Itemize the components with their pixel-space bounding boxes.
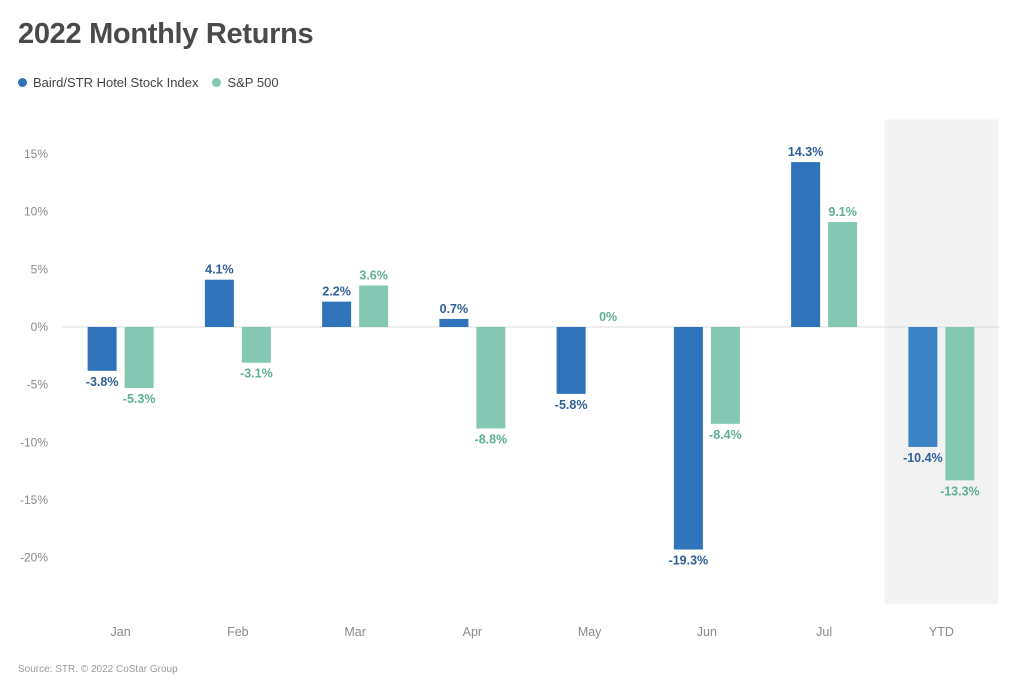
legend-swatch-baird [18,78,27,87]
x-tick-label: Jun [697,625,717,639]
bar-baird-apr [439,318,469,327]
data-label-baird-ytd: -10.4% [903,451,943,465]
data-label-baird-apr: 0.7% [440,302,469,316]
bar-baird-jun [673,327,703,550]
data-label-sp500-jul: 9.1% [828,205,857,219]
y-tick-label: 0% [31,320,49,334]
bar-baird-may [556,327,586,394]
data-label-baird-jul: 14.3% [788,145,823,159]
legend-label-sp500: S&P 500 [227,75,279,90]
legend-label-baird: Baird/STR Hotel Stock Index [33,75,199,90]
legend: Baird/STR Hotel Stock Index S&P 500 [18,75,293,90]
bar-sp500-mar [359,285,389,327]
y-tick-label: -10% [20,435,48,449]
source-note: Source: STR. © 2022 CoStar Group [18,664,178,675]
y-tick-label: 5% [31,262,49,276]
data-label-sp500-may: 0% [599,310,617,324]
ytd-highlight-band [884,119,998,604]
bar-baird-jul [791,162,821,327]
y-tick-label: -5% [27,378,49,392]
data-label-sp500-mar: 3.6% [359,268,388,282]
x-tick-label: May [578,625,602,639]
bar-sp500-jul [828,222,858,327]
x-tick-label: Jul [816,625,832,639]
y-tick-label: 15% [24,147,48,161]
bar-sp500-ytd [945,327,975,481]
data-label-sp500-jan: -5.3% [123,392,156,406]
bar-baird-jan [87,327,117,371]
bar-sp500-feb [241,327,271,363]
bar-baird-mar [322,301,352,327]
data-label-baird-jan: -3.8% [86,375,119,389]
x-tick-label: Feb [227,625,249,639]
y-tick-label: -15% [20,493,48,507]
legend-item-baird[interactable]: Baird/STR Hotel Stock Index [18,75,198,90]
x-tick-label: Apr [463,625,482,639]
x-tick-label: Mar [344,625,366,639]
data-label-baird-may: -5.8% [555,398,588,412]
data-label-sp500-jun: -8.4% [709,428,742,442]
bar-sp500-jun [710,327,740,424]
bar-sp500-apr [476,327,506,429]
data-label-sp500-feb: -3.1% [240,367,273,381]
bar-sp500-jan [124,327,154,389]
data-label-sp500-apr: -8.8% [475,432,508,446]
legend-swatch-sp500 [212,78,222,87]
data-label-baird-mar: 2.2% [322,285,351,299]
y-tick-label: 10% [24,205,48,219]
x-tick-label: YTD [929,625,954,639]
data-label-sp500-ytd: -13.3% [940,484,980,498]
x-tick-label: Jan [111,625,131,639]
legend-item-sp500[interactable]: S&P 500 [212,75,279,90]
bar-baird-feb [204,279,234,327]
chart-title: 2022 Monthly Returns [18,18,314,50]
bar-baird-ytd [908,327,938,447]
y-tick-label: -20% [20,551,48,565]
data-label-baird-jun: -19.3% [669,554,709,568]
data-label-baird-feb: 4.1% [205,263,234,277]
